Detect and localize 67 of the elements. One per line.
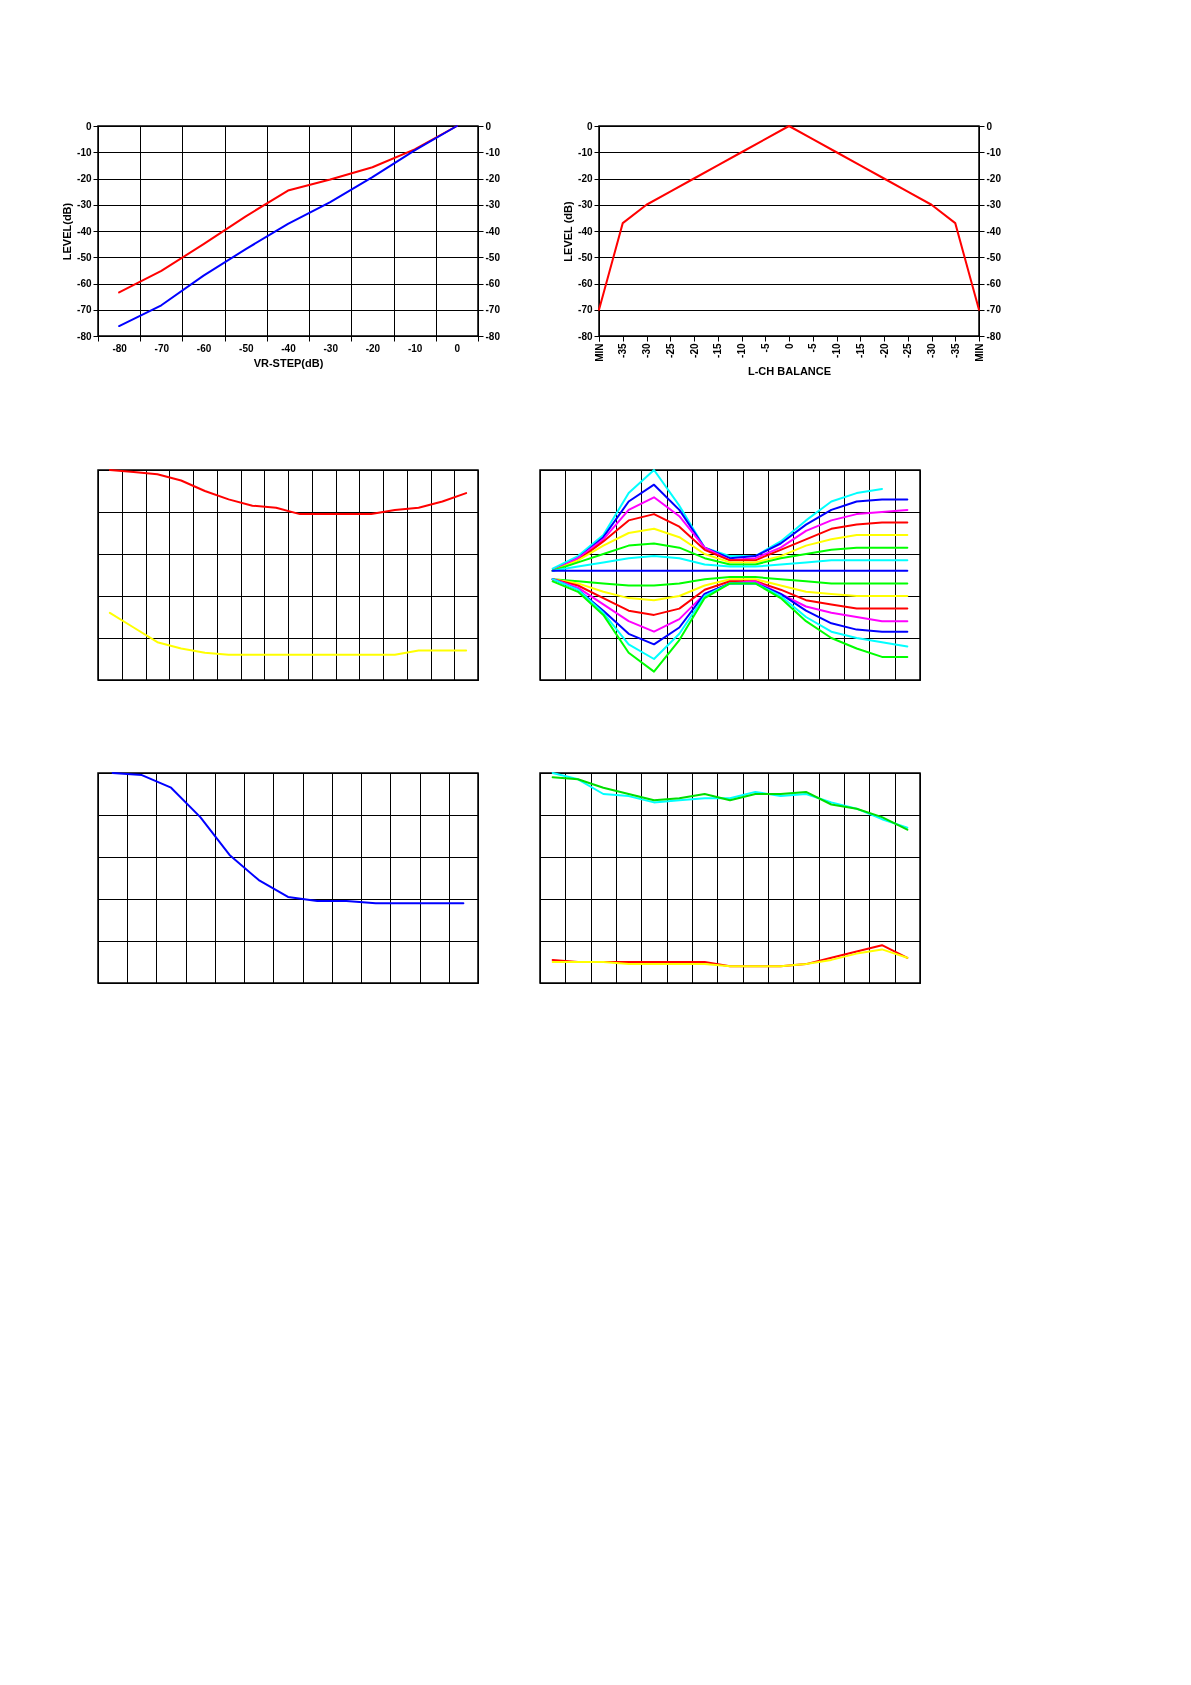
x-tick-label: -10 [736, 343, 747, 358]
y-tick-label: -70 [77, 304, 92, 316]
x-tick-label: -50 [239, 342, 254, 354]
x-tick-label: 0 [783, 343, 795, 350]
x-tick-label: -25 [902, 343, 914, 358]
y2-tick-label: 0 [986, 120, 993, 132]
x-tick-label: -80 [112, 342, 128, 354]
y-tick-label: -30 [578, 199, 593, 211]
y-tick-label: 0 [586, 120, 593, 132]
x-tick-label: -5 [807, 343, 819, 353]
x-tick-label: -10 [831, 343, 842, 358]
x-tick-label: MIN [593, 343, 605, 362]
x-tick-label: -35 [617, 343, 629, 358]
y2-tick-label: 0 [485, 120, 492, 132]
x-tick-label: -30 [323, 342, 339, 354]
y-tick-label: -60 [77, 278, 92, 289]
x-tick-label: -20 [878, 343, 890, 358]
y-tick-label: -10 [578, 146, 593, 158]
y2-tick-label: -70 [485, 304, 501, 316]
y-tick-label: -20 [578, 173, 593, 184]
x-tick-label: -35 [949, 343, 961, 358]
y2-tick-label: -50 [485, 251, 501, 263]
y2-tick-label: -50 [986, 251, 1002, 263]
y-tick-label: -30 [77, 199, 92, 211]
y2-tick-label: -80 [485, 330, 501, 342]
y-tick-label: -50 [578, 251, 593, 263]
y2-tick-label: -40 [485, 225, 501, 237]
y-tick-label: -40 [77, 225, 92, 237]
y2-tick-label: -70 [986, 304, 1002, 316]
x-tick-label: -20 [688, 343, 700, 358]
x-tick-label: -25 [664, 343, 676, 358]
y-tick-label: -20 [77, 173, 92, 184]
x-tick-label: 0 [454, 342, 461, 354]
y-tick-label: -10 [77, 146, 92, 158]
y-tick-label: -80 [578, 330, 593, 342]
y2-tick-label: -60 [485, 278, 501, 289]
x-tick-label: -70 [154, 342, 170, 354]
x-axis-title: L-CH BALANCE [747, 364, 832, 377]
y-tick-label: -60 [578, 278, 593, 289]
y-axis-title: LEVEL(dB) [61, 202, 74, 261]
y2-tick-label: -30 [986, 199, 1002, 211]
x-tick-label: -30 [926, 343, 937, 358]
x-tick-label: -30 [641, 343, 652, 358]
x-tick-label: -60 [196, 342, 212, 354]
y2-tick-label: -20 [986, 173, 1002, 184]
y-axis-title: LEVEL (dB) [562, 201, 575, 262]
y2-tick-label: -80 [986, 330, 1002, 342]
y-tick-label: -70 [578, 304, 593, 316]
line-series [118, 125, 458, 328]
y-tick-label: -80 [77, 330, 92, 342]
x-tick-label: -5 [759, 343, 771, 353]
x-tick-label: MIN [973, 343, 985, 362]
y-tick-label: 0 [85, 120, 92, 132]
x-tick-label: -10 [407, 342, 423, 354]
y-tick-label: -40 [578, 225, 593, 237]
y2-tick-label: -10 [485, 146, 501, 158]
y2-tick-label: -40 [986, 225, 1002, 237]
y2-tick-label: -60 [986, 278, 1002, 289]
x-tick-label: -15 [854, 343, 866, 358]
x-axis-title: VR-STEP(dB) [253, 356, 324, 369]
y2-tick-label: -30 [485, 199, 501, 211]
y2-tick-label: -20 [485, 173, 501, 184]
x-tick-label: -15 [712, 343, 724, 358]
x-tick-label: -20 [365, 342, 381, 354]
y2-tick-label: -10 [986, 146, 1002, 158]
y-tick-label: -50 [77, 251, 92, 263]
x-tick-label: -40 [281, 342, 297, 354]
